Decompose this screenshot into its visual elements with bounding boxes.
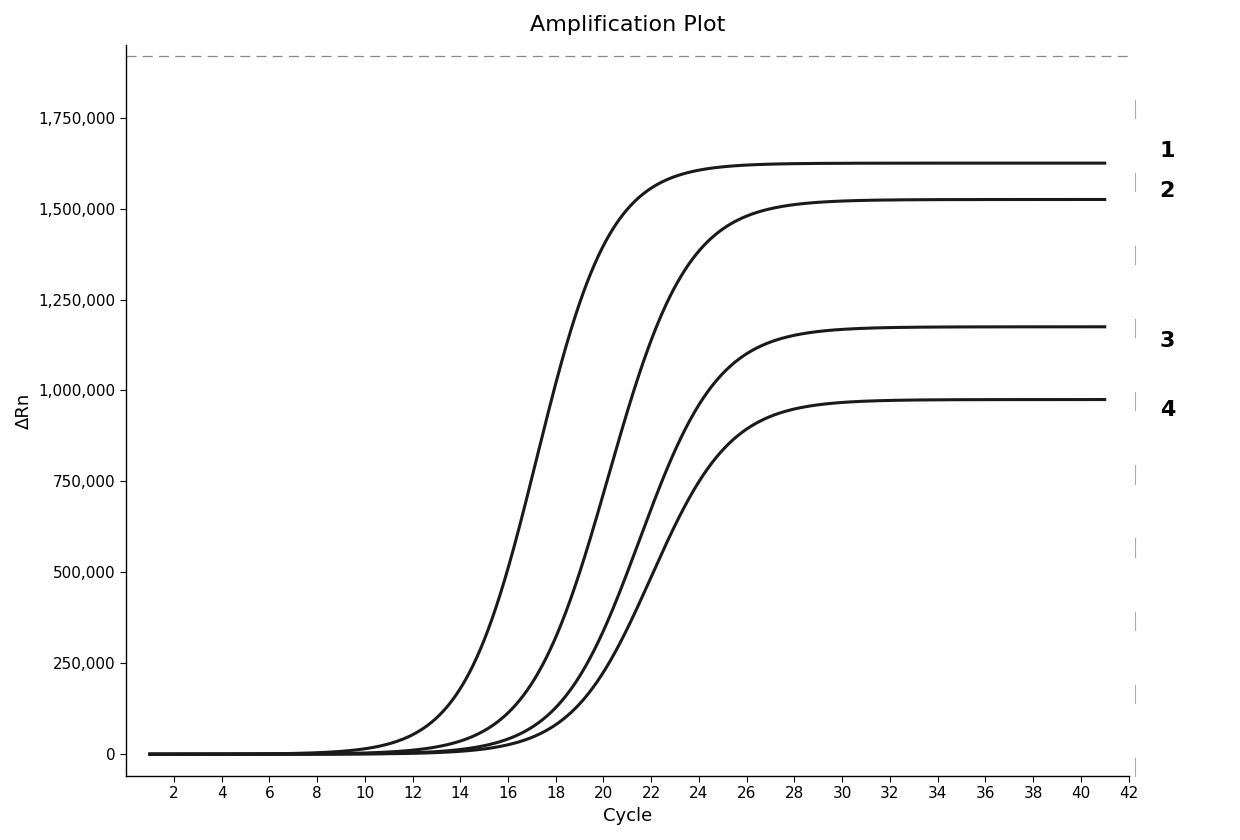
Title: Amplification Plot: Amplification Plot: [529, 15, 725, 35]
Text: 3: 3: [1159, 331, 1176, 351]
Text: 2: 2: [1159, 181, 1176, 201]
Text: 1: 1: [1159, 141, 1176, 161]
X-axis label: Cycle: Cycle: [603, 807, 652, 825]
Text: 4: 4: [1159, 401, 1176, 421]
Y-axis label: ΔRn: ΔRn: [15, 392, 33, 428]
